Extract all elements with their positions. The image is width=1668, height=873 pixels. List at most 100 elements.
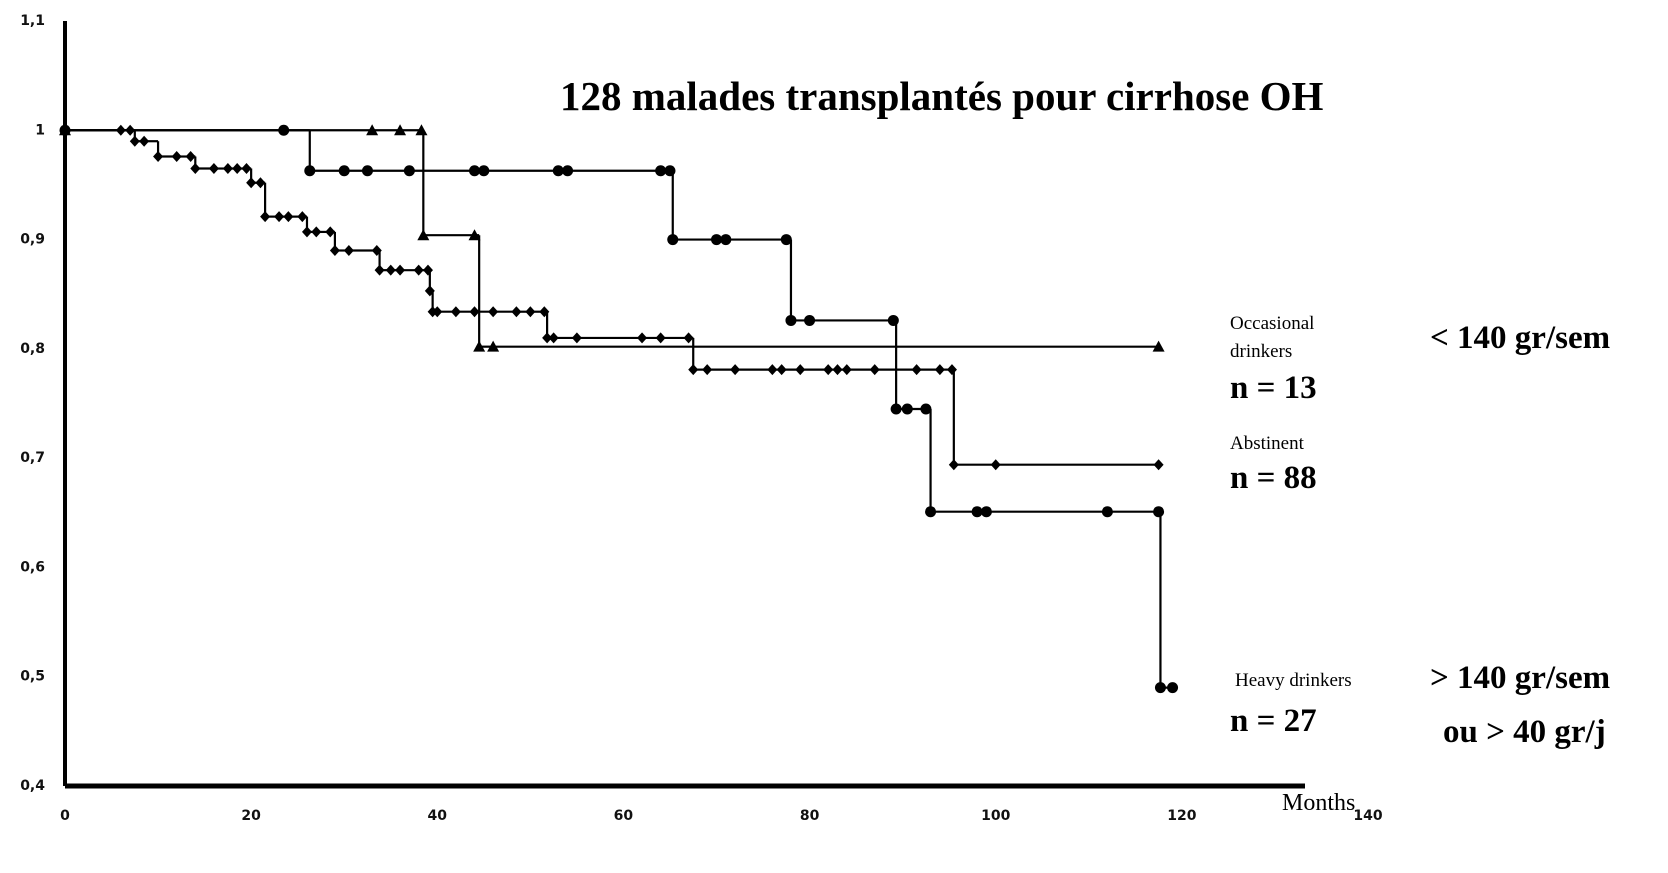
marker	[297, 211, 308, 223]
x-tick-label: 80	[800, 808, 820, 824]
n-label: n = 13	[1230, 370, 1317, 406]
marker	[171, 151, 182, 163]
x-tick-label: 120	[1167, 808, 1196, 824]
marker	[1154, 682, 1166, 694]
marker	[304, 165, 316, 177]
chart-title: 128 malades transplantés pour cirrhose O…	[560, 73, 1324, 119]
marker	[1153, 506, 1165, 518]
annotation: > 140 gr/sem	[1430, 660, 1611, 696]
marker	[222, 163, 233, 175]
marker	[413, 264, 424, 276]
marker	[241, 163, 252, 175]
marker	[422, 264, 433, 276]
marker	[1101, 506, 1113, 518]
marker	[948, 459, 959, 471]
marker	[934, 364, 945, 376]
marker	[129, 135, 140, 147]
x-tick-label: 60	[614, 808, 634, 824]
y-tick-label: 0,6	[20, 559, 45, 575]
marker	[415, 124, 428, 136]
x-axis-label: Months	[1282, 790, 1356, 816]
marker	[469, 306, 480, 318]
marker	[920, 403, 932, 415]
marker	[971, 506, 983, 518]
marker	[232, 163, 243, 175]
marker	[59, 124, 71, 136]
marker	[683, 332, 694, 344]
marker	[488, 306, 499, 318]
marker	[1167, 682, 1179, 694]
marker	[664, 165, 676, 177]
marker	[338, 165, 350, 177]
marker	[1153, 459, 1164, 471]
x-tick-label: 0	[60, 808, 70, 824]
marker	[667, 234, 679, 246]
y-tick-label: 1	[35, 122, 45, 138]
marker	[832, 364, 843, 376]
marker	[552, 165, 564, 177]
marker	[767, 364, 778, 376]
marker	[153, 151, 164, 163]
marker	[246, 177, 257, 189]
marker	[371, 245, 382, 256]
marker	[450, 306, 461, 318]
marker	[385, 264, 396, 276]
marker	[711, 234, 722, 246]
marker	[539, 306, 550, 318]
marker	[1152, 340, 1165, 352]
marker	[980, 506, 992, 518]
marker	[946, 364, 957, 376]
marker	[911, 364, 922, 376]
annotation: < 140 gr/sem	[1430, 320, 1611, 356]
y-tick-label: 1,1	[20, 13, 45, 29]
marker	[562, 165, 574, 177]
marker	[361, 165, 373, 177]
x-tick-label: 20	[241, 808, 261, 824]
marker	[468, 229, 481, 241]
marker	[990, 459, 1001, 471]
marker	[823, 364, 834, 376]
y-tick-label: 0,5	[20, 669, 45, 685]
marker	[925, 506, 937, 518]
y-tick-label: 0,9	[20, 232, 45, 248]
x-tick-label: 40	[428, 808, 448, 824]
marker	[525, 306, 536, 318]
marker	[417, 229, 430, 241]
marker	[395, 264, 406, 276]
marker	[542, 332, 553, 344]
marker	[473, 340, 486, 352]
marker	[720, 234, 732, 246]
marker	[260, 211, 271, 223]
x-tick-label: 140	[1353, 808, 1382, 824]
marker	[278, 124, 290, 136]
legend-label: Occasional drinkers	[1230, 313, 1315, 362]
marker	[637, 332, 648, 344]
marker	[887, 314, 899, 326]
marker	[890, 403, 902, 415]
marker	[780, 234, 792, 246]
marker	[139, 135, 150, 147]
marker	[190, 163, 201, 175]
marker	[795, 364, 806, 376]
marker	[366, 124, 379, 136]
marker	[311, 226, 322, 238]
marker	[548, 332, 559, 344]
marker	[329, 245, 340, 256]
y-tick-label: 0,4	[20, 778, 45, 794]
y-tick-label: 0,7	[20, 450, 45, 466]
marker	[185, 151, 196, 163]
marker	[478, 165, 490, 177]
legend-label: Abstinent	[1230, 433, 1304, 454]
marker	[487, 340, 500, 352]
marker	[403, 165, 415, 177]
marker	[432, 306, 443, 318]
legend-label: Heavy drinkers	[1235, 670, 1352, 691]
marker	[208, 163, 219, 175]
x-tick-label: 100	[981, 808, 1010, 824]
n-label: n = 27	[1230, 703, 1317, 739]
marker	[571, 332, 582, 344]
marker	[730, 364, 741, 376]
marker	[511, 306, 522, 318]
marker	[424, 285, 435, 297]
